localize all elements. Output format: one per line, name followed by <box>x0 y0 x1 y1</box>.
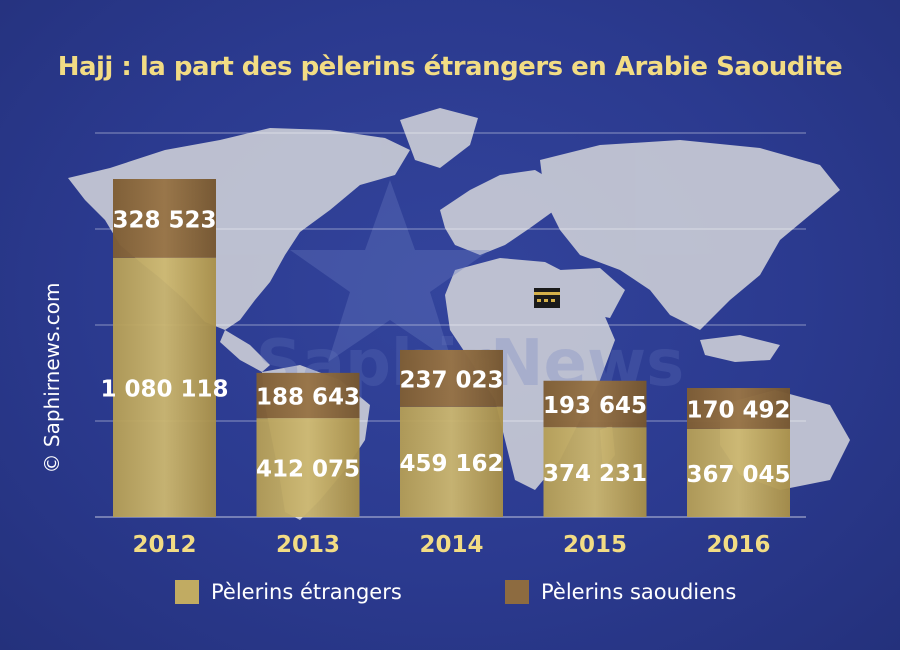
bar-saudi-2013 <box>256 372 360 419</box>
data-label-saudi-2016: 170 492 <box>686 397 790 423</box>
x-axis: 2012 2013 2014 2015 2016 <box>132 532 770 558</box>
bar-foreign-2016 <box>687 428 790 517</box>
legend-swatch-saudi <box>505 580 529 604</box>
legend-swatch-foreign <box>175 580 199 604</box>
data-label-foreign-2012: 1 080 118 <box>100 376 228 402</box>
bar-foreign-2014 <box>400 406 503 517</box>
x-tick-2014: 2014 <box>419 532 483 558</box>
legend-item-foreign: Pèlerins étrangers <box>175 580 402 604</box>
bar-labels-layer: 1 080 118 328 523 412 075 188 643 459 162 237… <box>100 207 790 488</box>
chart-title: Hajj : la part des pèlerins étrangers en… <box>57 52 843 82</box>
bar-saudi-2015 <box>543 380 647 428</box>
data-label-foreign-2015: 374 231 <box>543 461 647 487</box>
x-tick-2013: 2013 <box>276 532 340 558</box>
data-label-foreign-2014: 459 162 <box>399 451 503 477</box>
bar-saudi-2014 <box>400 349 503 407</box>
legend-label-saudi: Pèlerins saoudiens <box>541 580 737 604</box>
data-label-saudi-2012: 328 523 <box>112 207 216 233</box>
bar-foreign-2013 <box>256 418 360 517</box>
legend-item-saudi: Pèlerins saoudiens <box>505 580 736 604</box>
bars-layer <box>113 179 790 517</box>
legend-label-foreign: Pèlerins étrangers <box>211 580 402 604</box>
x-tick-2016: 2016 <box>706 532 770 558</box>
bar-foreign-2015 <box>543 427 647 517</box>
data-label-saudi-2014: 237 023 <box>399 367 503 393</box>
bar-foreign-2012 <box>113 257 216 517</box>
kaaba-icon <box>534 288 560 308</box>
x-tick-2012: 2012 <box>132 532 196 558</box>
data-label-saudi-2013: 188 643 <box>256 384 360 410</box>
copyright-watermark: © Saphirnews.com <box>40 282 64 474</box>
x-tick-2015: 2015 <box>563 532 627 558</box>
data-label-foreign-2016: 367 045 <box>686 462 790 488</box>
data-label-foreign-2013: 412 075 <box>256 457 360 483</box>
bar-saudi-2016 <box>687 388 790 429</box>
data-label-saudi-2015: 193 645 <box>543 393 647 419</box>
bar-saudi-2012 <box>113 179 216 258</box>
watermark-star-icon <box>290 180 490 362</box>
